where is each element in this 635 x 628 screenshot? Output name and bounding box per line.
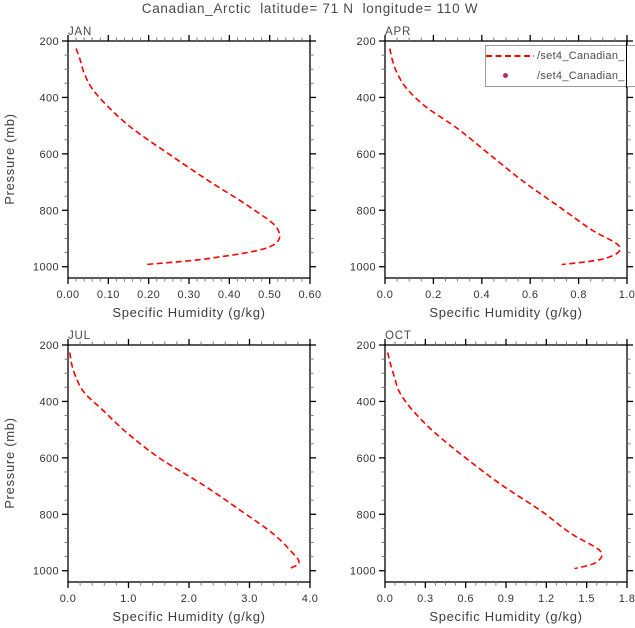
legend-sample-area (486, 73, 534, 79)
y-tick-label: 1000 (350, 262, 376, 274)
y-tick-label: 200 (356, 36, 376, 48)
y-tick-label: 800 (356, 205, 376, 217)
y-tick-label: 800 (39, 205, 59, 217)
x-tick-label: 3.0 (241, 593, 258, 605)
y-tick-label: 600 (356, 149, 376, 161)
y-tick-label: 600 (39, 149, 59, 161)
y-tick-label: 400 (39, 92, 59, 104)
x-tick-label: 1.2 (538, 593, 555, 605)
panel-month-label: OCT (385, 330, 412, 342)
frame-right-edge-overlay (626, 41, 628, 88)
y-tick-label: 400 (356, 92, 376, 104)
legend-entry-label: /set4_Canadian_ (537, 50, 625, 63)
x-tick-label: 0.00 (56, 289, 79, 301)
y-tick-label: 200 (356, 340, 376, 352)
y-tick-label: 1000 (350, 566, 376, 578)
y-tick-label: 600 (39, 453, 59, 465)
legend-sample-area (486, 55, 534, 58)
y-tick-label: 400 (356, 396, 376, 408)
legend-entry-label: /set4_Canadian_ (537, 69, 625, 82)
legend-box: /set4_Canadian_ /set4_Canadian_ (485, 45, 635, 87)
x-tick-label: 0.60 (298, 289, 321, 301)
y-tick-label: 1000 (33, 262, 59, 274)
x-tick-label: 1.0 (120, 593, 137, 605)
x-tick-label: 0.0 (377, 289, 394, 301)
x-axis-title: Specific Humidity (g/kg) (429, 305, 582, 320)
humidity-profile-curve (69, 352, 300, 570)
dashed-line-sample-icon (486, 55, 534, 58)
x-axis-title: Specific Humidity (g/kg) (429, 609, 582, 624)
x-tick-label: 1.0 (619, 289, 635, 301)
x-tick-label: 0.0 (60, 593, 77, 605)
panel-month-label: APR (385, 26, 411, 38)
x-tick-label: 0.10 (97, 289, 120, 301)
y-tick-label: 800 (356, 509, 376, 521)
x-tick-label: 0.20 (137, 289, 160, 301)
y-tick-label: 800 (39, 509, 59, 521)
x-tick-label: 0.4 (474, 289, 491, 301)
x-tick-label: 0.3 (417, 593, 434, 605)
x-tick-label: 0.6 (457, 593, 474, 605)
x-axis-title: Specific Humidity (g/kg) (112, 305, 265, 320)
x-axis-title: Specific Humidity (g/kg) (112, 609, 265, 624)
y-tick-label: 1000 (33, 566, 59, 578)
x-tick-label: 0.6 (522, 289, 539, 301)
x-tick-label: 0.40 (218, 289, 241, 301)
x-tick-label: 0.0 (377, 593, 394, 605)
figure-title: Canadian_Arctic latitude= 71 N longitude… (141, 1, 479, 16)
x-tick-label: 1.5 (578, 593, 595, 605)
panel-month-label: JUL (68, 330, 91, 342)
x-tick-label: 0.50 (258, 289, 281, 301)
x-tick-label: 4.0 (302, 593, 319, 605)
legend-entry-dashed-line: /set4_Canadian_ (486, 47, 635, 66)
humidity-profile-curve (386, 352, 603, 570)
panel-month-label: JAN (68, 26, 92, 38)
y-tick-label: 200 (39, 340, 59, 352)
dot-marker-sample-icon (503, 73, 508, 79)
y-tick-label: 400 (39, 396, 59, 408)
x-tick-label: 0.8 (570, 289, 587, 301)
x-tick-label: 2.0 (181, 593, 198, 605)
x-tick-label: 1.8 (619, 593, 635, 605)
humidity-profile-curve (75, 48, 281, 266)
x-tick-label: 0.9 (498, 593, 515, 605)
y-tick-label: 600 (356, 453, 376, 465)
x-tick-label: 0.2 (425, 289, 442, 301)
y-tick-label: 200 (39, 36, 59, 48)
x-tick-label: 0.30 (177, 289, 200, 301)
legend-entry-marker: /set4_Canadian_ (486, 66, 635, 85)
